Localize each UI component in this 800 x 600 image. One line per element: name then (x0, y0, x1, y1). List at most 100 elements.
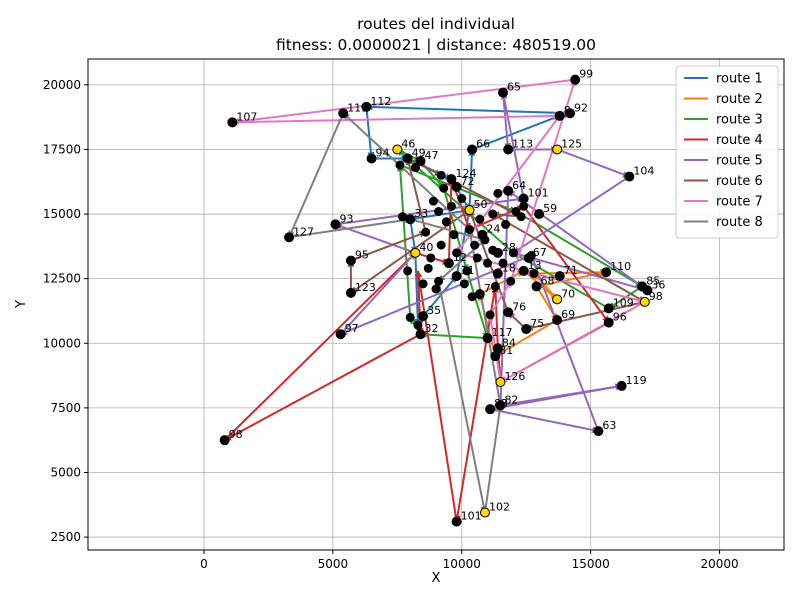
node-point (397, 212, 407, 222)
depot-point (392, 144, 403, 155)
grid (88, 59, 784, 550)
node-label: 46 (401, 137, 415, 150)
route-segment (507, 189, 648, 292)
chart-title: routes del individual (357, 15, 515, 33)
node-point (570, 74, 581, 85)
node-label: 69 (561, 308, 575, 321)
node-label: 40 (419, 241, 433, 254)
node-point (462, 266, 472, 276)
route-segment (365, 103, 571, 115)
legend-label: route 2 (716, 92, 763, 107)
node-point (521, 324, 532, 335)
node-label: 82 (504, 393, 518, 406)
node-label: 50 (474, 198, 488, 211)
route-segment (530, 254, 600, 432)
route-segment (339, 254, 532, 336)
node-label: 81 (499, 344, 513, 357)
node-point (506, 276, 516, 286)
plot-frame (87, 58, 785, 551)
node-point (467, 144, 478, 155)
depot-point (552, 294, 563, 305)
node-label: 123 (355, 281, 376, 294)
legend-label: route 5 (716, 154, 763, 169)
route-segment (479, 270, 525, 296)
node-label: 101 (461, 510, 482, 523)
x-axis-label: X (432, 571, 441, 586)
route-segment (533, 272, 646, 304)
node-label: 76 (512, 300, 526, 313)
node-label: 33 (414, 207, 428, 220)
legend-label: route 8 (716, 215, 763, 230)
node-point (488, 209, 498, 219)
node-point (423, 263, 433, 273)
node-point (495, 400, 506, 411)
x-tick-label: 10000 (443, 557, 481, 571)
node-label: 63 (602, 419, 616, 432)
node-point (451, 516, 462, 527)
node-point (552, 315, 563, 326)
node-label: 66 (476, 137, 490, 150)
legend-label: route 3 (716, 113, 763, 128)
node-point (516, 212, 526, 222)
node-point (405, 214, 416, 225)
y-axis: 2500 5000 7500 10000 12500 15000 17500 20000 (43, 78, 88, 544)
node-point (624, 171, 635, 182)
node-point (421, 227, 431, 237)
legend-label: route 7 (716, 195, 763, 210)
x-tick-label: 0 (200, 557, 208, 571)
y-tick-label: 17500 (43, 142, 81, 156)
node-point (345, 287, 356, 298)
node-point (428, 196, 438, 206)
route-segment (419, 331, 488, 340)
node-label: 95 (355, 249, 369, 262)
node-label: 79 (484, 282, 498, 295)
node-point (477, 229, 488, 240)
node-point (472, 253, 482, 263)
route-segment (396, 164, 412, 318)
route-segment (499, 301, 646, 383)
node-point (503, 185, 514, 196)
node-point (485, 310, 495, 320)
node-point (519, 201, 529, 211)
node-point (523, 252, 534, 263)
node-point (413, 320, 423, 330)
node-point (534, 209, 545, 220)
node-label: 98 (649, 290, 663, 303)
node-label: 117 (492, 326, 513, 339)
node-point (434, 206, 444, 216)
node-label: 112 (370, 95, 391, 108)
node-point (554, 271, 565, 282)
node-label: 67 (533, 246, 547, 259)
route-segment (414, 252, 422, 326)
node-point (366, 153, 377, 164)
route-5 (334, 91, 649, 434)
node-point (498, 87, 509, 98)
node-point (335, 329, 346, 340)
route-segment (437, 281, 488, 514)
node-point (616, 380, 627, 391)
node-label: 83 (494, 397, 508, 410)
routes-layer (223, 78, 649, 523)
node-point (446, 174, 457, 185)
y-tick-label: 20000 (43, 78, 81, 92)
route-4 (223, 178, 610, 523)
route-segment (342, 112, 471, 231)
node-label: 93 (339, 212, 353, 225)
node-label: 28 (502, 241, 516, 254)
node-label: 70 (561, 287, 575, 300)
node-label: 32 (425, 322, 439, 335)
node-label: 18 (502, 261, 516, 274)
node-point (219, 435, 230, 446)
node-point (451, 271, 462, 282)
route-segment (492, 211, 522, 219)
node-point (470, 240, 480, 250)
route-segment (454, 286, 497, 523)
node-label: 65 (507, 81, 521, 94)
route-segment (405, 157, 427, 233)
node-point (434, 276, 444, 286)
node-point (459, 279, 469, 289)
node-point (485, 404, 496, 415)
node-point (452, 248, 462, 258)
route-segment (471, 114, 561, 151)
